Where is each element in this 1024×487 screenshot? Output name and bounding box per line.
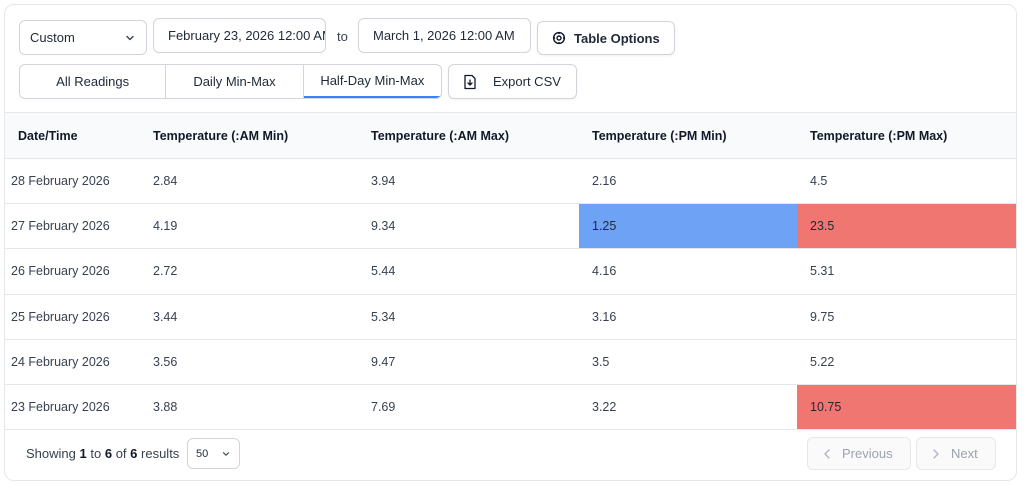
results-total: 6	[130, 446, 138, 461]
table-row: 26 February 2026 2.72 5.44 4.16 5.31	[5, 249, 1016, 295]
cell-pm-max-high-highlight: 10.75	[797, 384, 1016, 430]
cell-am-min: 3.56	[153, 354, 178, 369]
cell-datetime: 25 February 2026	[11, 309, 110, 324]
next-page-label: Next	[951, 446, 978, 461]
cell-am-min: 2.84	[153, 174, 178, 189]
tab-daily-min-max-label: Daily Min-Max	[193, 74, 276, 89]
range-select-value: Custom	[30, 30, 75, 45]
previous-page-button[interactable]: Previous	[807, 437, 911, 470]
cell-datetime: 23 February 2026	[11, 400, 110, 415]
tab-all-readings[interactable]: All Readings	[20, 65, 167, 98]
cell-am-max: 3.94	[371, 174, 396, 189]
tab-all-readings-label: All Readings	[56, 74, 130, 89]
tab-half-day-min-max[interactable]: Half-Day Min-Max	[303, 65, 441, 98]
cell-am-max: 5.34	[371, 309, 396, 324]
table-options-label: Table Options	[574, 30, 660, 46]
readings-table-wrapper: Date/Time Temperature (:AM Min) Temperat…	[5, 112, 1016, 430]
cell-pm-min: 3.22	[592, 400, 617, 415]
column-header-pm-max[interactable]: Temperature (:PM Max)	[810, 128, 948, 143]
date-to-value: March 1, 2026 12:00 AM	[373, 28, 515, 43]
chevron-left-icon	[822, 448, 832, 460]
view-tabs: All Readings Daily Min-Max Half-Day Min-…	[19, 64, 442, 99]
results-to-word: to	[90, 446, 102, 461]
column-header-am-min[interactable]: Temperature (:AM Min)	[153, 128, 289, 143]
cell-am-min: 3.88	[153, 400, 178, 415]
results-to: 6	[104, 446, 113, 461]
cell-pm-min-low-highlight: 1.25	[579, 203, 797, 249]
chevron-down-icon	[124, 32, 136, 44]
previous-page-label: Previous	[842, 446, 893, 461]
file-download-icon	[463, 74, 477, 90]
date-range-separator: to	[337, 29, 348, 44]
results-of-word: of	[115, 446, 127, 461]
readings-table: Date/Time Temperature (:AM Min) Temperat…	[5, 112, 1016, 430]
cell-pm-max: 9.75	[810, 309, 835, 324]
cell-am-max: 9.34	[371, 219, 396, 234]
date-from-input[interactable]: February 23, 2026 12:00 AM	[153, 18, 326, 53]
cell-datetime: 27 February 2026	[11, 219, 110, 234]
cell-am-max: 7.69	[371, 400, 396, 415]
export-csv-label: Export CSV	[493, 74, 561, 89]
gear-icon	[552, 31, 566, 45]
per-page-value: 50	[196, 447, 209, 460]
cell-pm-max: 5.22	[810, 354, 835, 369]
chevron-right-icon	[931, 448, 941, 460]
column-header-am-max[interactable]: Temperature (:AM Max)	[371, 128, 509, 143]
table-row: 28 February 2026 2.84 3.94 2.16 4.5	[5, 159, 1016, 204]
table-row: 25 February 2026 3.44 5.34 3.16 9.75	[5, 294, 1016, 340]
chevron-down-icon	[221, 449, 231, 459]
cell-pm-min: 2.16	[592, 174, 617, 189]
table-options-button[interactable]: Table Options	[537, 21, 675, 55]
export-csv-button[interactable]: Export CSV	[448, 64, 577, 99]
column-header-datetime[interactable]: Date/Time	[18, 128, 78, 143]
cell-pm-min: 3.5	[592, 354, 610, 369]
results-showing-word: Showing	[26, 446, 76, 461]
date-from-value: February 23, 2026 12:00 AM	[168, 28, 326, 43]
results-summary: Showing 1 to 6 of 6 results	[26, 446, 179, 461]
next-page-button[interactable]: Next	[916, 437, 996, 470]
cell-pm-max-high-highlight: 23.5	[797, 203, 1016, 249]
cell-datetime: 24 February 2026	[11, 354, 110, 369]
table-row: 23 February 2026 3.88 7.69 3.22 10.75	[5, 384, 1016, 430]
date-to-input[interactable]: March 1, 2026 12:00 AM	[358, 18, 531, 53]
cell-pm-max: 4.5	[810, 174, 828, 189]
cell-pm-max: 5.31	[810, 264, 835, 279]
table-row: 24 February 2026 3.56 9.47 3.5 5.22	[5, 339, 1016, 385]
results-word: results	[141, 446, 180, 461]
cell-pm-min: 4.16	[592, 264, 617, 279]
cell-pm-min: 3.16	[592, 309, 617, 324]
column-header-pm-min[interactable]: Temperature (:PM Min)	[592, 128, 727, 143]
table-header-row: Date/Time Temperature (:AM Min) Temperat…	[5, 112, 1016, 159]
tab-daily-min-max[interactable]: Daily Min-Max	[166, 65, 304, 98]
cell-am-max: 9.47	[371, 354, 396, 369]
tab-half-day-min-max-label: Half-Day Min-Max	[320, 73, 425, 88]
results-from: 1	[79, 446, 87, 461]
cell-am-min: 4.19	[153, 219, 178, 234]
range-select[interactable]: Custom	[19, 20, 147, 55]
readings-card: Custom February 23, 2026 12:00 AM to Mar…	[4, 4, 1017, 481]
cell-am-min: 2.72	[153, 264, 178, 279]
cell-datetime: 26 February 2026	[11, 264, 110, 279]
table-row: 27 February 2026 4.19 9.34 1.25 23.5	[5, 203, 1016, 249]
per-page-select[interactable]: 50	[187, 438, 240, 469]
cell-datetime: 28 February 2026	[11, 174, 110, 189]
cell-am-max: 5.44	[371, 264, 396, 279]
cell-am-min: 3.44	[153, 309, 178, 324]
